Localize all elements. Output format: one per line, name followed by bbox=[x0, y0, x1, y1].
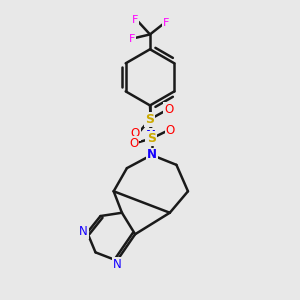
Text: O: O bbox=[131, 127, 140, 140]
Text: O: O bbox=[164, 103, 173, 116]
Text: F: F bbox=[163, 18, 169, 28]
Text: N: N bbox=[146, 129, 156, 142]
Text: F: F bbox=[132, 15, 138, 25]
Text: O: O bbox=[129, 136, 138, 150]
Text: O: O bbox=[166, 124, 175, 137]
Text: S: S bbox=[147, 132, 156, 145]
Text: N: N bbox=[112, 258, 122, 271]
Text: F: F bbox=[129, 34, 135, 44]
Text: N: N bbox=[79, 225, 88, 239]
Text: S: S bbox=[146, 113, 154, 126]
Text: N: N bbox=[147, 148, 157, 161]
